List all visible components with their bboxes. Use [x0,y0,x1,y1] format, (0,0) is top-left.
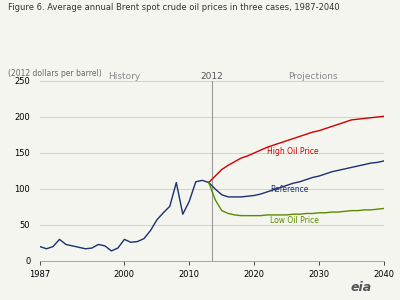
Text: eia: eia [351,281,372,294]
Text: (2012 dollars per barrel): (2012 dollars per barrel) [8,69,102,78]
Text: Reference: Reference [270,184,309,194]
Text: History: History [108,72,140,81]
Text: Figure 6. Average annual Brent spot crude oil prices in three cases, 1987-2040: Figure 6. Average annual Brent spot crud… [8,3,340,12]
Text: High Oil Price: High Oil Price [267,147,319,156]
Text: 2012: 2012 [201,72,223,81]
Text: Low Oil Price: Low Oil Price [270,216,319,225]
Text: Projections: Projections [288,72,338,81]
